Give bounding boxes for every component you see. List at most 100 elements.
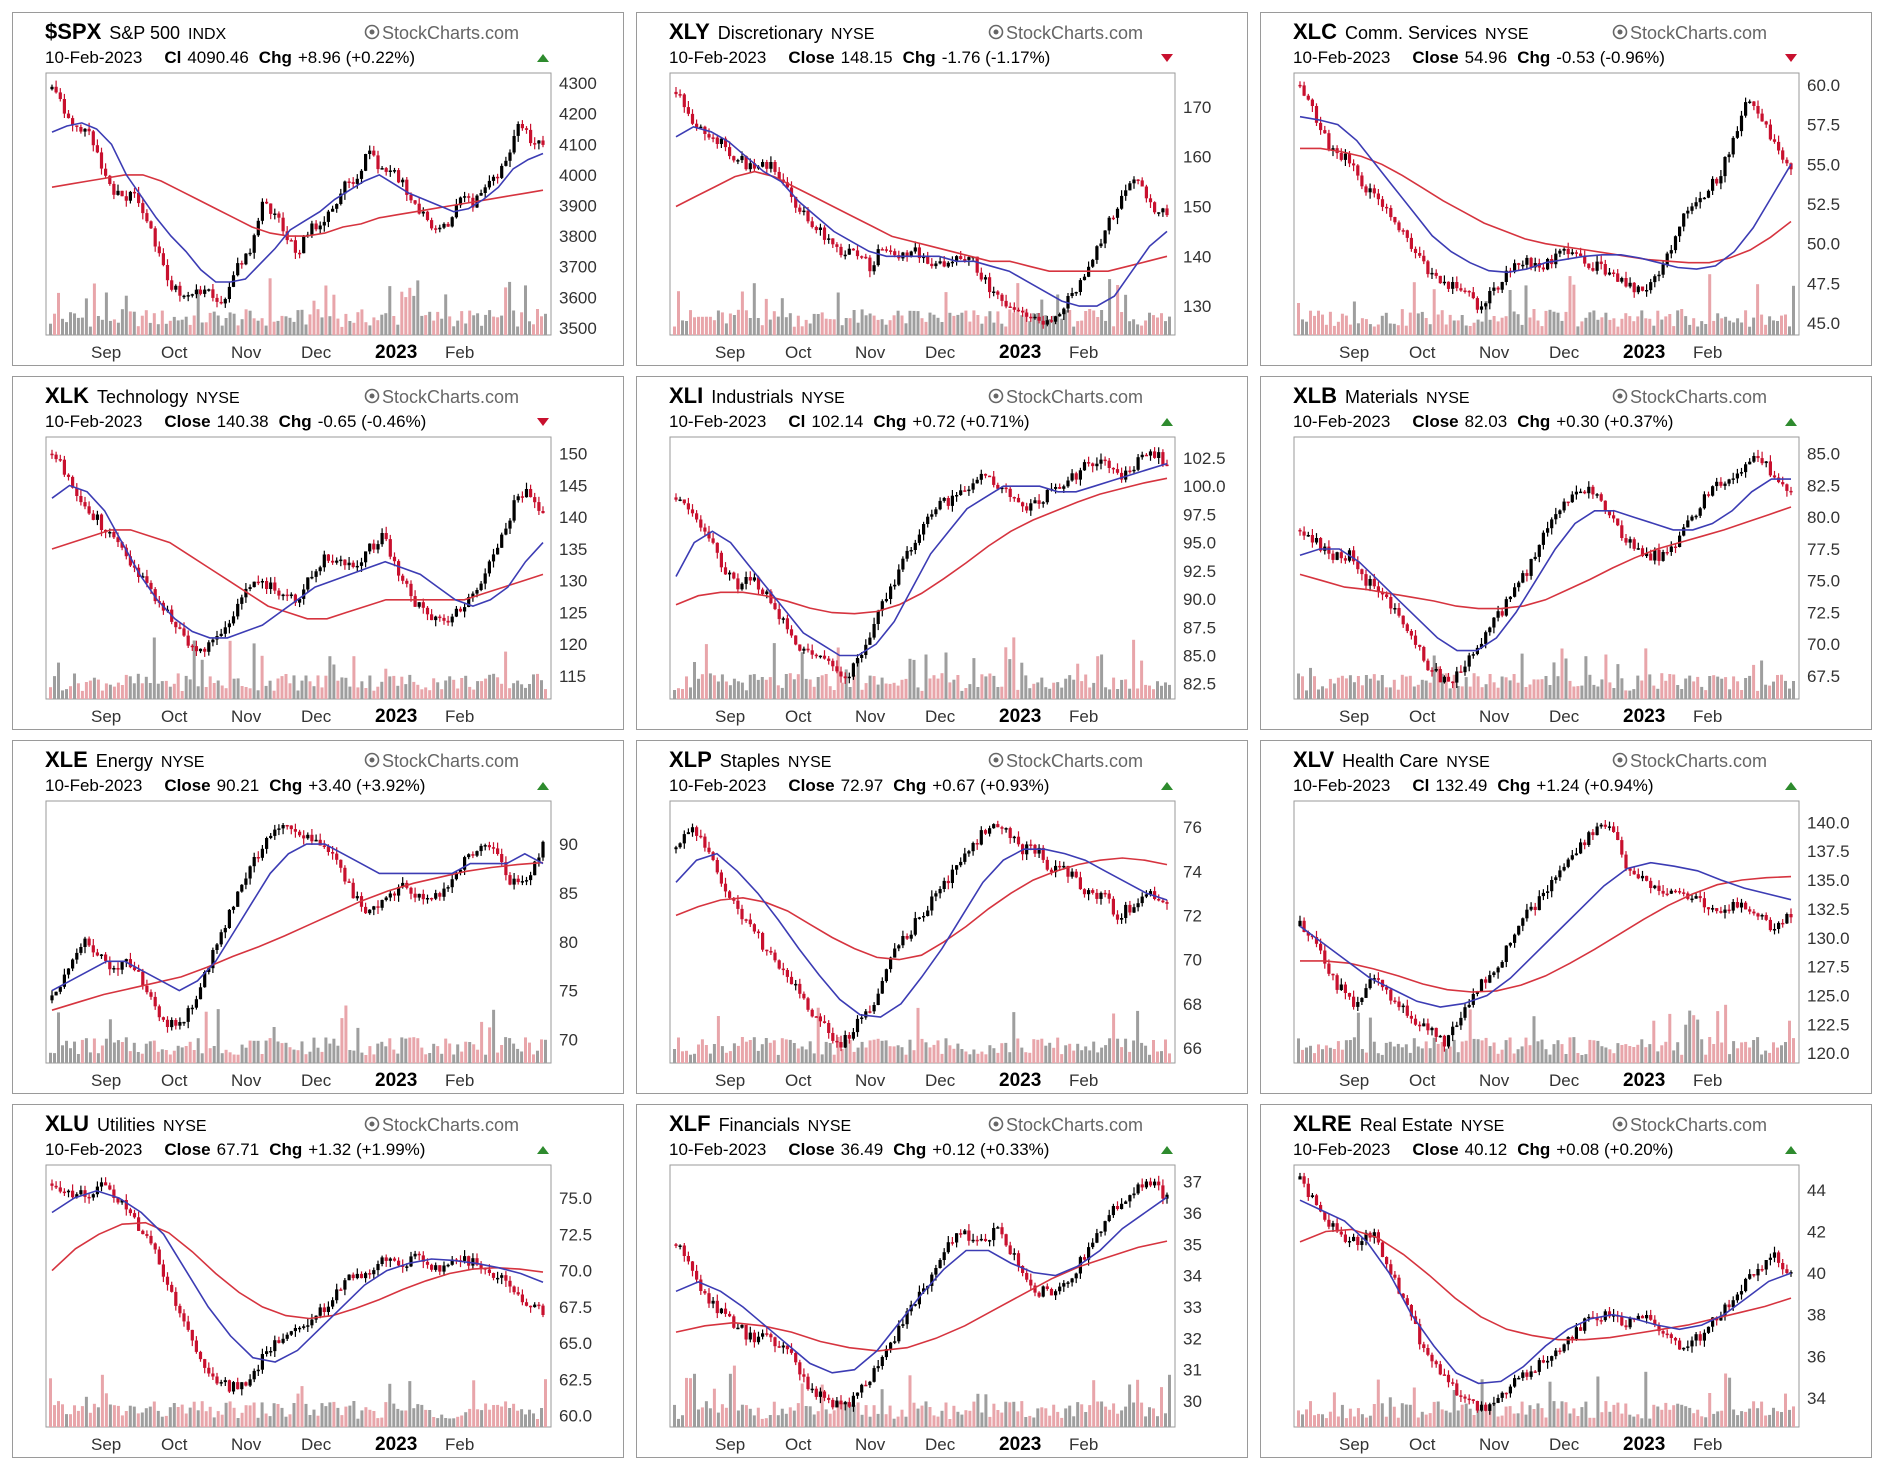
candle-body — [508, 875, 512, 885]
candle-body — [1562, 1344, 1566, 1352]
volume-bar — [172, 683, 176, 699]
candle-body — [1422, 255, 1426, 262]
volume-bar — [1060, 687, 1064, 699]
volume-bar — [796, 1403, 800, 1427]
candle-body — [265, 201, 269, 204]
volume-bar — [1688, 1407, 1692, 1427]
candle-body — [1574, 853, 1578, 856]
volume-bar — [1392, 679, 1396, 699]
candle-body — [1103, 892, 1107, 895]
candle-body — [1314, 937, 1319, 944]
volume-bar — [292, 1049, 296, 1063]
volume-bar — [712, 1388, 716, 1427]
volume-bar — [1301, 1414, 1304, 1427]
candle-body — [1148, 891, 1153, 895]
candle-body — [860, 655, 864, 658]
volume-bar — [504, 1037, 508, 1063]
candle-body — [244, 253, 248, 265]
volume-bar — [160, 1416, 164, 1427]
candle-body — [1058, 314, 1062, 317]
volume-bar — [416, 280, 420, 335]
candle-body — [1360, 569, 1364, 575]
candle-body — [1661, 264, 1665, 275]
candle-body — [1504, 945, 1508, 962]
candle-body — [1479, 643, 1484, 648]
candle-body — [950, 261, 954, 264]
volume-bar — [1648, 674, 1652, 699]
volume-bar — [1052, 1404, 1056, 1427]
volume-bar — [796, 1048, 800, 1063]
volume-bar — [1784, 1393, 1787, 1427]
candle-body — [524, 1302, 529, 1306]
y-tick-label: 70 — [1183, 951, 1202, 970]
candle-body — [1074, 871, 1078, 878]
volume-bar — [288, 1414, 292, 1427]
candle-body — [1479, 1404, 1484, 1411]
candle-body — [186, 635, 190, 646]
triangle-down-icon — [537, 418, 549, 426]
exchange: NYSE — [801, 390, 845, 407]
candle-body — [1004, 487, 1008, 490]
candle-body — [979, 272, 983, 280]
volume-bar — [1476, 1409, 1480, 1427]
volume-bar — [984, 1054, 988, 1063]
candle-body — [955, 1233, 959, 1243]
volume-bar — [184, 316, 188, 335]
volume-bar — [924, 1401, 928, 1427]
volume-bar — [1528, 1405, 1532, 1427]
candle-body — [1525, 257, 1529, 265]
candle-body — [847, 1035, 851, 1039]
volume-bar — [1612, 318, 1616, 335]
volume-bar — [816, 1411, 820, 1427]
candle-body — [380, 1257, 384, 1264]
candle-body — [922, 916, 926, 918]
volume-bar — [216, 680, 220, 699]
volume-bar — [408, 287, 412, 335]
candle-body — [901, 1324, 905, 1326]
candle-body — [504, 528, 508, 535]
y-tick-label: 130.0 — [1807, 929, 1850, 948]
volume-bar — [1552, 311, 1556, 335]
volume-bars — [673, 1007, 1171, 1063]
candle-body — [529, 875, 533, 881]
candle-body — [1661, 1331, 1665, 1334]
volume-bar — [1108, 279, 1112, 335]
chart-title: XLRE Real Estate NYSE — [1293, 1111, 1504, 1136]
volume-bar — [1672, 1050, 1676, 1063]
volume-bar — [1420, 311, 1424, 335]
candle-body — [1165, 464, 1169, 467]
x-month-label: Oct — [161, 1435, 188, 1454]
x-month-label: Oct — [1409, 1071, 1436, 1090]
volume-bar — [1400, 1403, 1404, 1427]
candle-body — [174, 1020, 178, 1026]
volume-bar — [1520, 1046, 1524, 1063]
volume-bar — [464, 675, 468, 699]
volume-bar — [1376, 324, 1380, 335]
volume-bar — [252, 1040, 256, 1063]
volume-bar — [681, 1051, 684, 1063]
candle-body — [1095, 463, 1099, 467]
candle-body — [124, 1200, 128, 1210]
volume-bar — [936, 317, 940, 335]
volume-bar — [904, 678, 908, 699]
volume-bar — [544, 313, 547, 335]
volume-bar — [712, 675, 716, 699]
candle-body — [1140, 454, 1144, 458]
candle-body — [79, 1190, 83, 1195]
volume-bar — [116, 322, 120, 335]
candle-body — [1327, 963, 1331, 974]
candle-body — [351, 562, 355, 567]
candle-body — [355, 178, 359, 184]
candle-body — [967, 489, 971, 492]
candle-body — [752, 924, 756, 932]
candle-body — [331, 1300, 335, 1307]
volume-bar — [1676, 1042, 1680, 1063]
x-month-label: Dec — [301, 1435, 332, 1454]
volume-bar — [260, 318, 264, 335]
candle-body — [1492, 1402, 1496, 1405]
candle-body — [1335, 975, 1339, 990]
candle-body — [260, 581, 264, 583]
volume-bar — [816, 677, 820, 699]
candle-body — [1016, 497, 1021, 503]
candle-body — [1372, 978, 1376, 980]
